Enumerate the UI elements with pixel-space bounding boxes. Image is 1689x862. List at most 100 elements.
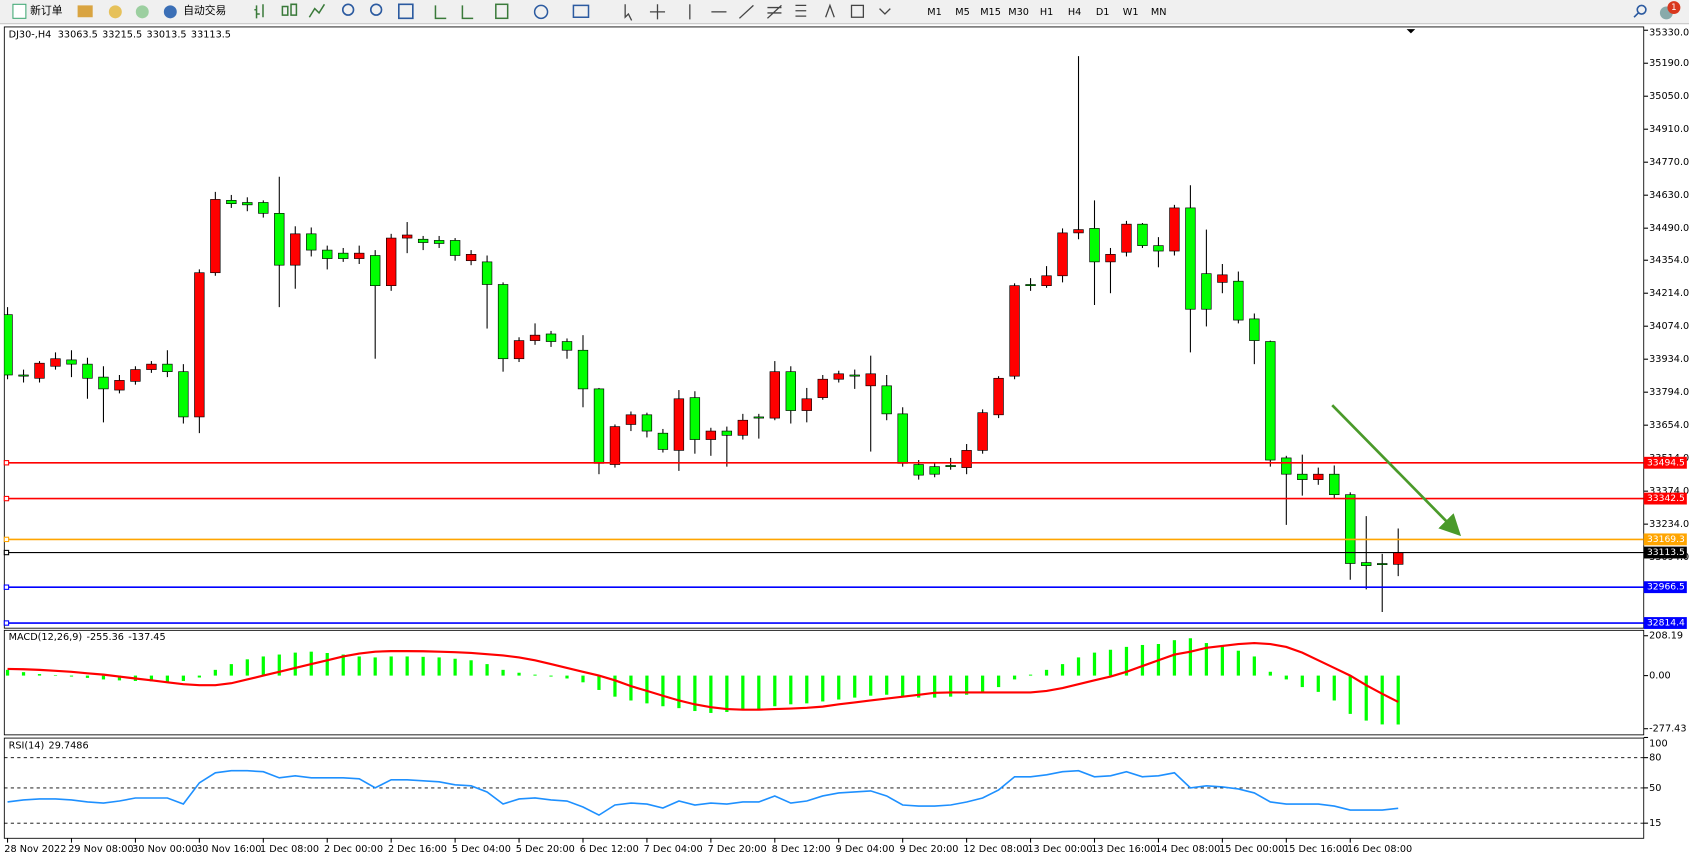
- timeframe-button[interactable]: M5: [955, 7, 970, 18]
- candle-body: [945, 465, 956, 467]
- y-tick-label: 34490.0: [1649, 223, 1689, 234]
- candle-body: [849, 374, 860, 377]
- macd-histogram-bar: [37, 674, 42, 676]
- price-level-label-box: [1643, 492, 1687, 505]
- x-tick-label: 29 Nov 08:00: [68, 844, 133, 855]
- candle-body: [625, 414, 637, 425]
- timeframe-button[interactable]: H1: [1040, 7, 1053, 18]
- timeframe-button[interactable]: M15: [980, 7, 1001, 18]
- candle-body: [737, 419, 749, 436]
- label-tool[interactable]: [850, 4, 865, 18]
- icon[interactable]: [108, 5, 122, 19]
- candle-body: [258, 202, 269, 214]
- fibo-channel-tool[interactable]: [766, 4, 782, 19]
- macd-histogram-bar: [613, 675, 617, 697]
- y-tick-label: 35050.0: [1649, 91, 1689, 102]
- candle-body: [82, 363, 93, 379]
- macd-histogram-bar: [245, 659, 249, 676]
- macd-histogram-bar: [885, 675, 889, 695]
- candle-body: [401, 234, 413, 239]
- timeframe-button[interactable]: M30: [1008, 7, 1029, 18]
- macd-histogram-bar: [1204, 643, 1209, 676]
- x-tick-label: 15 Dec 00:00: [1219, 844, 1284, 855]
- macd-histogram-bar: [677, 675, 681, 709]
- periods-tool[interactable]: [533, 4, 549, 20]
- candle-body: [913, 464, 924, 476]
- cursor-tool[interactable]: [624, 4, 633, 21]
- text-tool[interactable]: [825, 3, 835, 18]
- indicators-tool[interactable]: [495, 3, 509, 20]
- macd-histogram-bar: [1060, 664, 1065, 676]
- candle-body: [1121, 223, 1132, 253]
- candle-body: [306, 233, 317, 251]
- candle-body: [1249, 318, 1260, 341]
- macd-histogram-bar: [917, 675, 921, 698]
- macd-histogram-bar: [1252, 656, 1256, 676]
- zoom-in[interactable]: [341, 3, 355, 16]
- timeframe-button[interactable]: W1: [1123, 7, 1139, 18]
- macd-histogram-bar: [149, 675, 154, 682]
- macd-histogram-bar: [1124, 646, 1129, 676]
- y-tick-label: 34770.0: [1649, 157, 1689, 168]
- price-level-marker: [3, 460, 10, 466]
- timeframe-button[interactable]: MN: [1151, 7, 1167, 18]
- macd-histogram-bar: [1140, 644, 1145, 676]
- candle-body: [34, 362, 45, 379]
- new-order-button[interactable]: 新订单: [12, 3, 63, 19]
- candle-body: [322, 249, 333, 259]
- price-level-label-box: [1643, 581, 1687, 594]
- macd-histogram-bar: [533, 674, 537, 676]
- candle-body: [641, 414, 653, 432]
- bid-line-label-box: [1643, 546, 1687, 559]
- search-icon: [1636, 4, 1647, 15]
- candle-body: [1201, 273, 1212, 310]
- candle-body: [449, 240, 461, 256]
- price-level-label: 32814.4: [1647, 618, 1685, 629]
- line-tool[interactable]: [308, 3, 326, 18]
- macd-histogram-bar: [69, 675, 74, 677]
- macd-histogram-bar: [805, 675, 809, 704]
- notifications[interactable]: 1: [1659, 1, 1681, 20]
- crosshair-tool[interactable]: [649, 4, 666, 20]
- scroll-tool[interactable]: [434, 5, 447, 20]
- icon[interactable]: [77, 5, 93, 18]
- macd-histogram-bar: [229, 664, 233, 676]
- candle-body: [354, 252, 365, 259]
- candle-body: [178, 371, 189, 418]
- shift-tool[interactable]: [461, 5, 474, 20]
- timeframe-button[interactable]: M1: [927, 7, 942, 18]
- macd-histogram-bar: [693, 675, 697, 712]
- notification-count: 1: [1671, 3, 1676, 13]
- timeframe-button[interactable]: D1: [1096, 7, 1110, 18]
- candle-body: [753, 416, 764, 419]
- search[interactable]: [1633, 4, 1647, 18]
- fibo-tool[interactable]: [795, 4, 807, 17]
- arrows-tool[interactable]: [879, 8, 891, 15]
- candle-body: [114, 380, 125, 391]
- templates-tool[interactable]: [572, 4, 590, 18]
- tile-windows[interactable]: [397, 3, 414, 20]
- candle-body: [1329, 473, 1340, 496]
- price-level-label: 33494.5: [1647, 457, 1685, 468]
- candle-body: [1313, 473, 1324, 480]
- zoom-out[interactable]: [369, 3, 383, 16]
- icon[interactable]: [135, 5, 149, 19]
- candle-body: [290, 233, 301, 266]
- macd-histogram-bar: [1220, 645, 1224, 676]
- trend-line-tool[interactable]: [738, 4, 754, 19]
- candle-body: [529, 334, 541, 341]
- candle-body: [961, 450, 972, 468]
- candle-tool[interactable]: [281, 3, 298, 16]
- candle-body: [673, 398, 685, 451]
- macd-histogram-bar: [421, 656, 425, 676]
- auto-trading-label: 自动交易: [183, 4, 226, 17]
- y-tick-label: 34214.0: [1649, 288, 1689, 299]
- candle-body: [370, 255, 381, 286]
- auto-trading-button[interactable]: 自动交易: [163, 4, 226, 19]
- timeframe-button[interactable]: H4: [1068, 7, 1081, 18]
- shift-marker: [1406, 29, 1416, 34]
- x-tick-label: 5 Dec 20:00: [516, 844, 575, 855]
- bar-chart-tool[interactable]: [254, 4, 264, 19]
- macd-histogram-bar: [597, 675, 601, 690]
